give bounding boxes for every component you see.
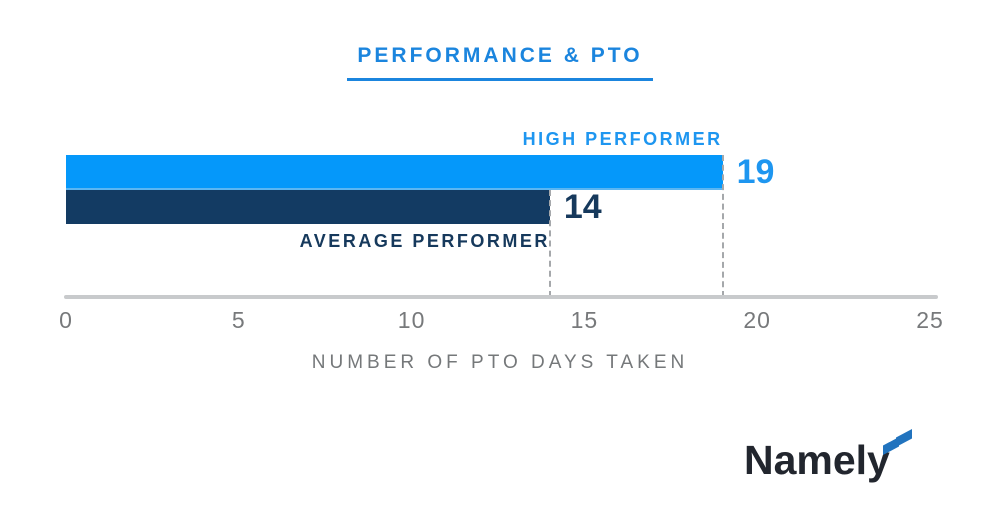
x-tick-label: 20 xyxy=(743,307,771,333)
bar-high-performer xyxy=(66,155,723,190)
series-label-high-performer: HIGH PERFORMER xyxy=(522,129,723,149)
title-underline xyxy=(347,78,653,81)
x-tick-label: 15 xyxy=(570,307,599,333)
x-tick-label: 5 xyxy=(231,307,246,333)
namely-logo-text: Namely xyxy=(744,437,890,483)
chart-title: PERFORMANCE & PTO xyxy=(357,44,643,67)
value-label-average-performer: 14 xyxy=(563,188,602,226)
bar-average-performer xyxy=(66,190,550,224)
x-tick-label: 10 xyxy=(397,307,426,333)
value-label-high-performer: 19 xyxy=(736,153,775,191)
x-axis-title: NUMBER OF PTO DAYS TAKEN xyxy=(311,352,689,373)
x-tick-label: 0 xyxy=(59,307,73,333)
series-label-average-performer: AVERAGE PERFORMER xyxy=(299,231,550,251)
x-axis-line xyxy=(64,295,938,299)
x-tick-label: 25 xyxy=(916,307,944,333)
namely-flag-icon xyxy=(883,429,912,455)
guide-line-average-performer xyxy=(548,190,551,297)
guide-line-high-performer xyxy=(721,155,724,297)
